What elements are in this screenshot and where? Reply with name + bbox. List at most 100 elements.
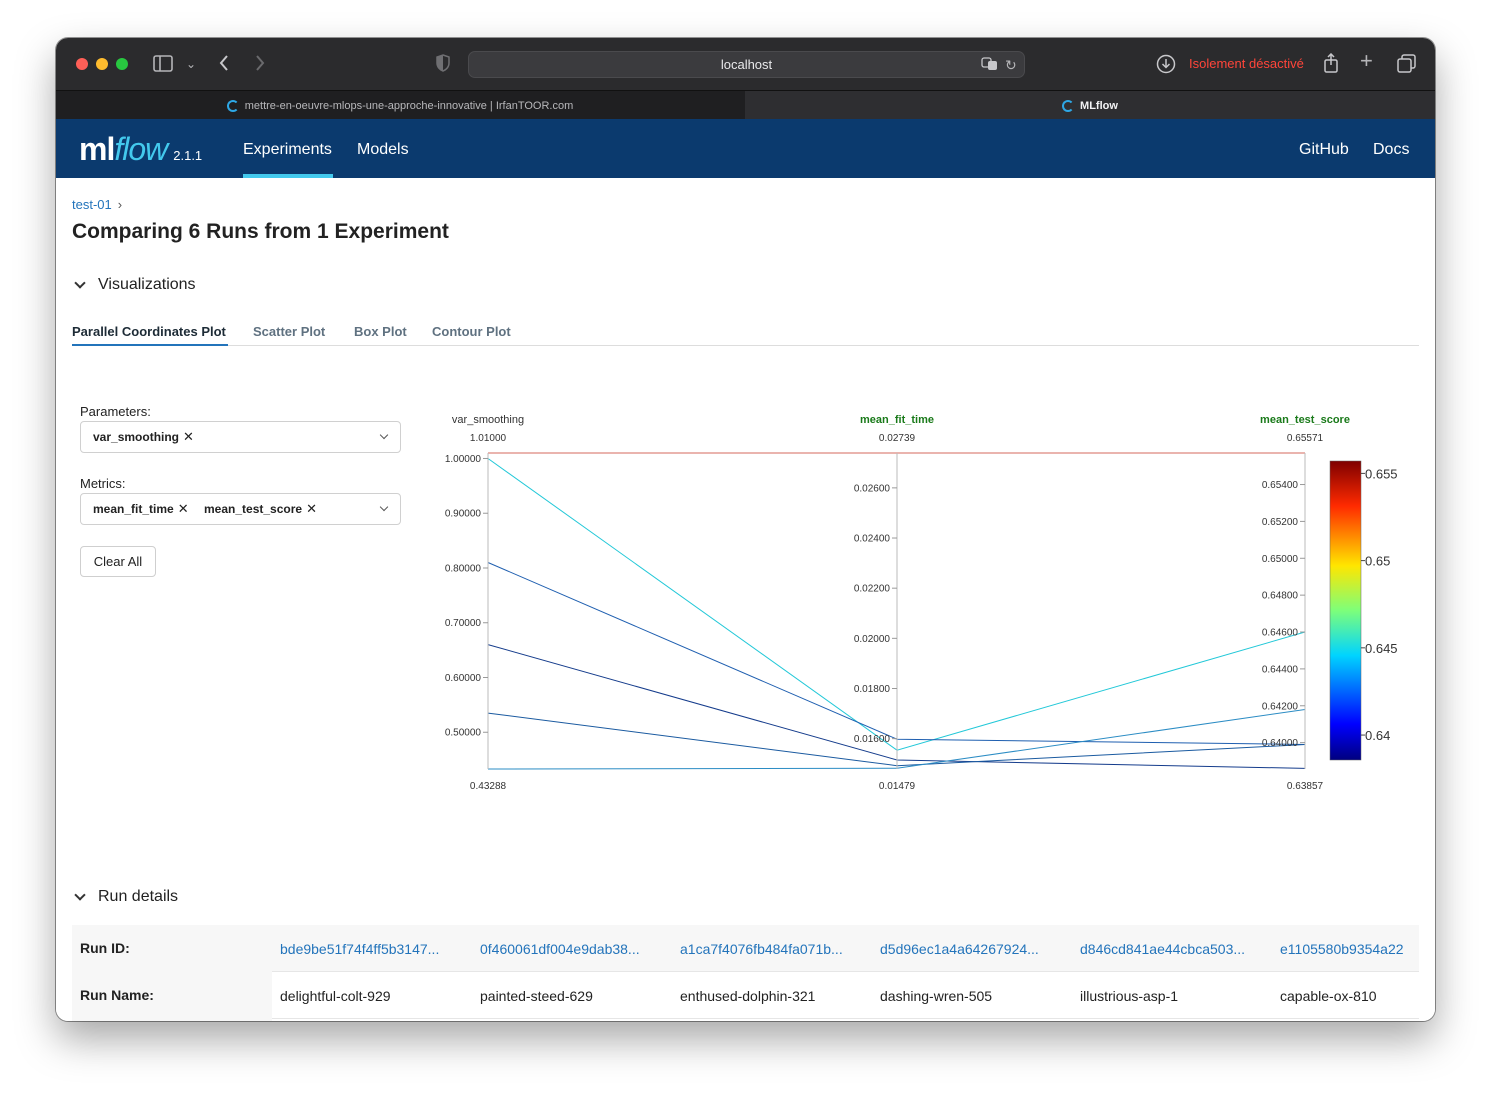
chip-label: mean_fit_time <box>93 502 174 516</box>
remove-chip-icon[interactable]: ✕ <box>177 501 189 516</box>
table-cell: capable-ox-810 <box>1280 988 1377 1004</box>
mlflow-header: mlflow 2.1.1 Experiments Models GitHub Do… <box>56 119 1435 178</box>
run-id-link[interactable]: d5d96ec1a4a64267924... <box>880 941 1039 957</box>
share-icon[interactable] <box>1323 52 1339 76</box>
axis-tick-label: 0.02200 <box>854 584 891 595</box>
shield-icon <box>436 54 450 75</box>
row-label: Run ID: <box>80 940 130 956</box>
section-title: Run details <box>98 888 179 905</box>
tab-scatter-plot[interactable]: Scatter Plot <box>253 324 326 339</box>
run-details-table: Run ID: bde9be51f74f4ff5b3147... 0f460061d… <box>72 925 1419 1021</box>
remove-chip-icon[interactable]: ✕ <box>183 429 194 444</box>
nav-docs[interactable]: Docs <box>1373 141 1410 158</box>
close-window-button[interactable] <box>76 58 88 70</box>
colorbar-tick-label: 0.64 <box>1365 728 1390 743</box>
table-row: Run ID: bde9be51f74f4ff5b3147... 0f460061d… <box>72 925 1419 972</box>
chip-label: mean_test_score <box>204 502 303 516</box>
loading-spinner-icon <box>226 99 239 112</box>
download-icon[interactable] <box>1156 54 1176 77</box>
run-id-link[interactable]: e1105580b9354a22 <box>1280 941 1404 957</box>
chevron-down-icon[interactable] <box>379 430 389 440</box>
main-content: test-01 › Comparing 6 Runs from 1 Experim… <box>56 178 1435 1021</box>
metric-chip[interactable]: mean_test_score ✕ <box>204 501 317 517</box>
mlflow-logo[interactable]: mlflow 2.1.1 <box>79 131 202 168</box>
parameter-chip[interactable]: var_smoothing ✕ <box>93 429 194 445</box>
isolation-status[interactable]: Isolement désactivé <box>1189 56 1304 71</box>
breadcrumb-experiment-link[interactable]: test-01 <box>72 197 112 212</box>
axis-tick-label: 0.02000 <box>854 634 891 645</box>
translate-icon[interactable] <box>981 57 999 76</box>
run-id-link[interactable]: 0f460061df004e9dab38... <box>480 941 640 957</box>
chevron-down-icon <box>74 276 86 289</box>
visualization-tabs: Parallel Coordinates Plot Scatter Plot B… <box>72 324 1419 346</box>
chevron-down-icon <box>74 888 86 901</box>
axis-tick-label: 0.60000 <box>445 673 482 684</box>
nav-github[interactable]: GitHub <box>1299 141 1349 158</box>
axis-tick-label: 0.64800 <box>1262 591 1299 602</box>
logo-ml-text: ml <box>79 131 115 167</box>
axis-tick-label: 1.00000 <box>445 454 482 465</box>
axis-tick-label: 0.64600 <box>1262 628 1299 639</box>
row-label: Run Name: <box>80 987 154 1003</box>
clear-all-button[interactable]: Clear All <box>80 546 156 577</box>
active-nav-indicator <box>243 174 333 178</box>
nav-experiments[interactable]: Experiments <box>243 141 332 158</box>
maximize-window-button[interactable] <box>116 58 128 70</box>
minimize-window-button[interactable] <box>96 58 108 70</box>
tab-overview-icon[interactable] <box>1397 54 1417 77</box>
sidebar-toggle-icon[interactable] <box>153 55 175 76</box>
axis-min-label: 0.01479 <box>879 781 916 792</box>
tab-contour-plot[interactable]: Contour Plot <box>432 324 511 339</box>
run-id-link[interactable]: a1ca7f4076fb484fa071b... <box>680 941 843 957</box>
remove-chip-icon[interactable]: ✕ <box>306 501 317 516</box>
axis-max-label: 0.02739 <box>879 433 916 444</box>
table-cell: delightful-colt-929 <box>280 988 391 1004</box>
browser-window: ⌄ localhost ↻ Isolement désactivé + <box>56 38 1435 1021</box>
axis-tick-label: 0.50000 <box>445 728 482 739</box>
axis-title: var_smoothing <box>452 414 524 426</box>
table-cell: illustrious-asp-1 <box>1080 988 1179 1004</box>
row-label-cell: Run Name: <box>72 972 272 1019</box>
chevron-down-icon[interactable]: ⌄ <box>186 57 197 71</box>
colorbar <box>1329 460 1362 761</box>
axis-title: mean_test_score <box>1260 414 1350 426</box>
address-bar[interactable]: localhost ↻ <box>468 51 1025 78</box>
tab-label: MLflow <box>1080 99 1118 112</box>
tab-label: mettre-en-oeuvre-mlops-une-approche-inno… <box>244 99 574 112</box>
chip-label: var_smoothing <box>93 430 180 444</box>
reload-icon[interactable]: ↻ <box>1005 57 1017 73</box>
visualizations-toggle[interactable]: Visualizations <box>74 276 196 294</box>
colorbar-tick-label: 0.655 <box>1365 466 1398 481</box>
axis-tick-label: 0.02600 <box>854 483 891 494</box>
version-label: 2.1.1 <box>173 148 203 163</box>
section-title: Visualizations <box>98 276 196 293</box>
colorbar-tick-label: 0.645 <box>1365 641 1398 656</box>
table-cell: painted-steed-629 <box>480 988 593 1004</box>
parallel-coordinates-plot[interactable]: var_smoothing 1.01000 0.43288 0.50000 0.6000… <box>426 402 1416 802</box>
breadcrumb: test-01 › <box>72 197 122 212</box>
active-tab-indicator <box>72 344 228 346</box>
chevron-down-icon[interactable] <box>379 502 389 512</box>
run-id-link[interactable]: d846cd841ae44cbca503... <box>1080 941 1246 957</box>
forward-arrow-icon[interactable] <box>254 54 266 75</box>
table-cell: dashing-wren-505 <box>880 988 993 1004</box>
run-id-link[interactable]: bde9be51f74f4ff5b3147... <box>280 941 440 957</box>
axis-min-label: 0.43288 <box>470 781 507 792</box>
metric-chip[interactable]: mean_fit_time ✕ <box>93 501 189 517</box>
nav-models[interactable]: Models <box>357 141 409 158</box>
new-tab-icon[interactable]: + <box>1360 48 1373 73</box>
axis-tick-label: 0.90000 <box>445 509 482 520</box>
row-label-cell: Run ID: <box>72 925 272 972</box>
back-arrow-icon[interactable] <box>218 54 230 75</box>
browser-tab-mlflow[interactable]: MLflow <box>745 91 1435 120</box>
page-title: Comparing 6 Runs from 1 Experiment <box>72 220 449 243</box>
parameters-label: Parameters: <box>80 404 151 419</box>
tab-box-plot[interactable]: Box Plot <box>354 324 407 339</box>
run-details-toggle[interactable]: Run details <box>74 888 179 906</box>
browser-tab-irfantoor[interactable]: mettre-en-oeuvre-mlops-une-approche-inno… <box>56 91 744 120</box>
tab-parallel-coordinates[interactable]: Parallel Coordinates Plot <box>72 324 226 339</box>
parameters-select[interactable]: var_smoothing ✕ <box>80 421 401 453</box>
table-row: Run Name: delightful-colt-929 painted-stee… <box>72 972 1419 1019</box>
metrics-select[interactable]: mean_fit_time ✕ mean_test_score ✕ <box>80 493 401 525</box>
metrics-label: Metrics: <box>80 476 126 491</box>
